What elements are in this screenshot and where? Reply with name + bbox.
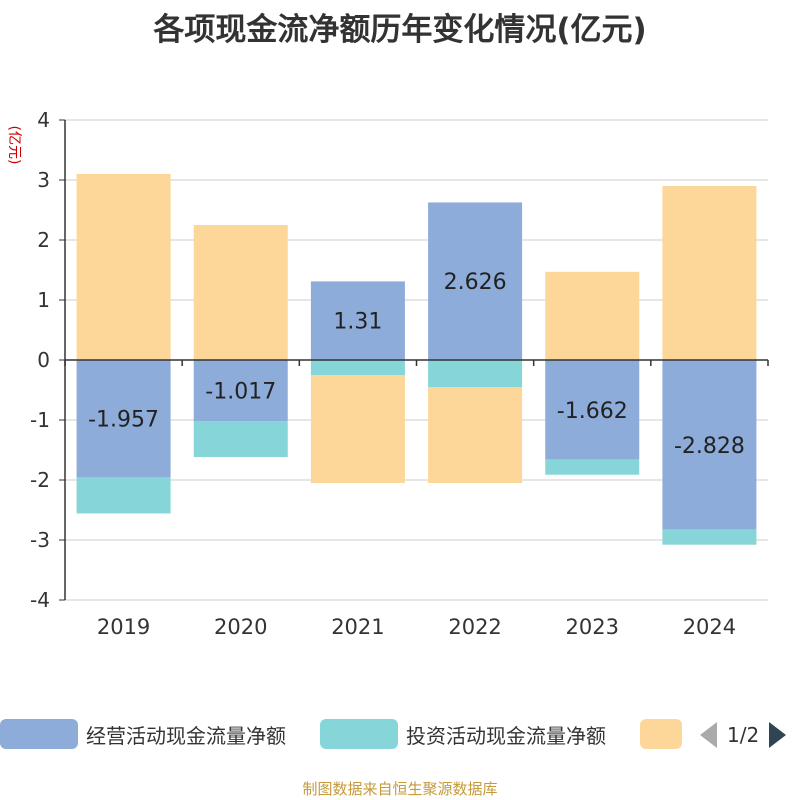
legend-page-indicator: 1/2 — [727, 723, 760, 747]
legend-swatch-investing — [320, 719, 398, 749]
y-tick-label: 3 — [37, 168, 50, 192]
bar-s1-2024 — [662, 529, 757, 545]
bar-s1-2020 — [193, 421, 288, 458]
data-label-2022: 2.626 — [444, 270, 507, 295]
bar-s2-2022 — [428, 387, 523, 483]
bar-s2-2020 — [193, 225, 288, 360]
data-label-2024: -2.828 — [674, 434, 745, 459]
bar-s1-2022 — [428, 360, 523, 387]
x-tick-label-2024: 2024 — [683, 615, 736, 639]
data-label-2023: -1.662 — [557, 399, 628, 424]
legend-prev-arrow-icon[interactable] — [700, 722, 717, 748]
legend-item-operating[interactable]: 经营活动现金流量净额 — [0, 716, 286, 752]
legend-pager: 1/2 — [700, 718, 787, 752]
y-tick-label: -4 — [30, 588, 50, 612]
legend-label-investing: 投资活动现金流量净额 — [406, 723, 606, 748]
bar-s0-2020 — [193, 360, 288, 422]
data-label-2021: 1.31 — [333, 310, 382, 335]
legend: 经营活动现金流量净额 投资活动现金流量净额 1/2 — [0, 716, 800, 756]
y-tick-label: -1 — [30, 408, 50, 432]
y-tick-label: 4 — [37, 108, 50, 132]
legend-label-operating: 经营活动现金流量净额 — [86, 723, 286, 748]
bar-s0-2023 — [545, 360, 640, 460]
bar-s2-2021 — [310, 375, 405, 483]
bar-s1-2021 — [310, 360, 405, 375]
x-tick-label-2019: 2019 — [97, 615, 150, 639]
x-tick-label-2021: 2021 — [331, 615, 384, 639]
y-tick-label: -3 — [30, 528, 50, 552]
bar-s0-2022 — [428, 202, 523, 360]
x-tick-label-2020: 2020 — [214, 615, 267, 639]
bar-s0-2019 — [76, 360, 171, 478]
y-tick-label: -2 — [30, 468, 50, 492]
bar-s0-2021 — [310, 281, 405, 360]
bar-s1-2019 — [76, 477, 171, 514]
legend-next-arrow-icon[interactable] — [769, 722, 787, 748]
data-label-2019: -1.957 — [88, 408, 159, 433]
bar-s2-2023 — [545, 271, 640, 360]
y-tick-label: 2 — [37, 228, 50, 252]
legend-item-investing[interactable]: 投资活动现金流量净额 — [320, 716, 606, 752]
legend-item-financing[interactable] — [640, 716, 682, 752]
source-note: 制图数据来自恒生聚源数据库 — [302, 780, 498, 798]
legend-swatch-financing — [640, 719, 682, 749]
bar-s2-2019 — [76, 174, 171, 360]
y-tick-label: 0 — [37, 348, 50, 372]
chart-title: 各项现金流净额历年变化情况(亿元) — [153, 12, 647, 48]
y-tick-label: 1 — [37, 288, 50, 312]
data-label-2020: -1.017 — [205, 380, 276, 405]
x-tick-label-2023: 2023 — [566, 615, 619, 639]
bar-s1-2023 — [545, 459, 640, 475]
x-tick-label-2022: 2022 — [448, 615, 501, 639]
bar-s2-2024 — [662, 186, 757, 360]
y-axis-label: (亿元) — [6, 126, 22, 165]
bar-s0-2024 — [662, 360, 757, 530]
legend-swatch-operating — [0, 719, 78, 749]
